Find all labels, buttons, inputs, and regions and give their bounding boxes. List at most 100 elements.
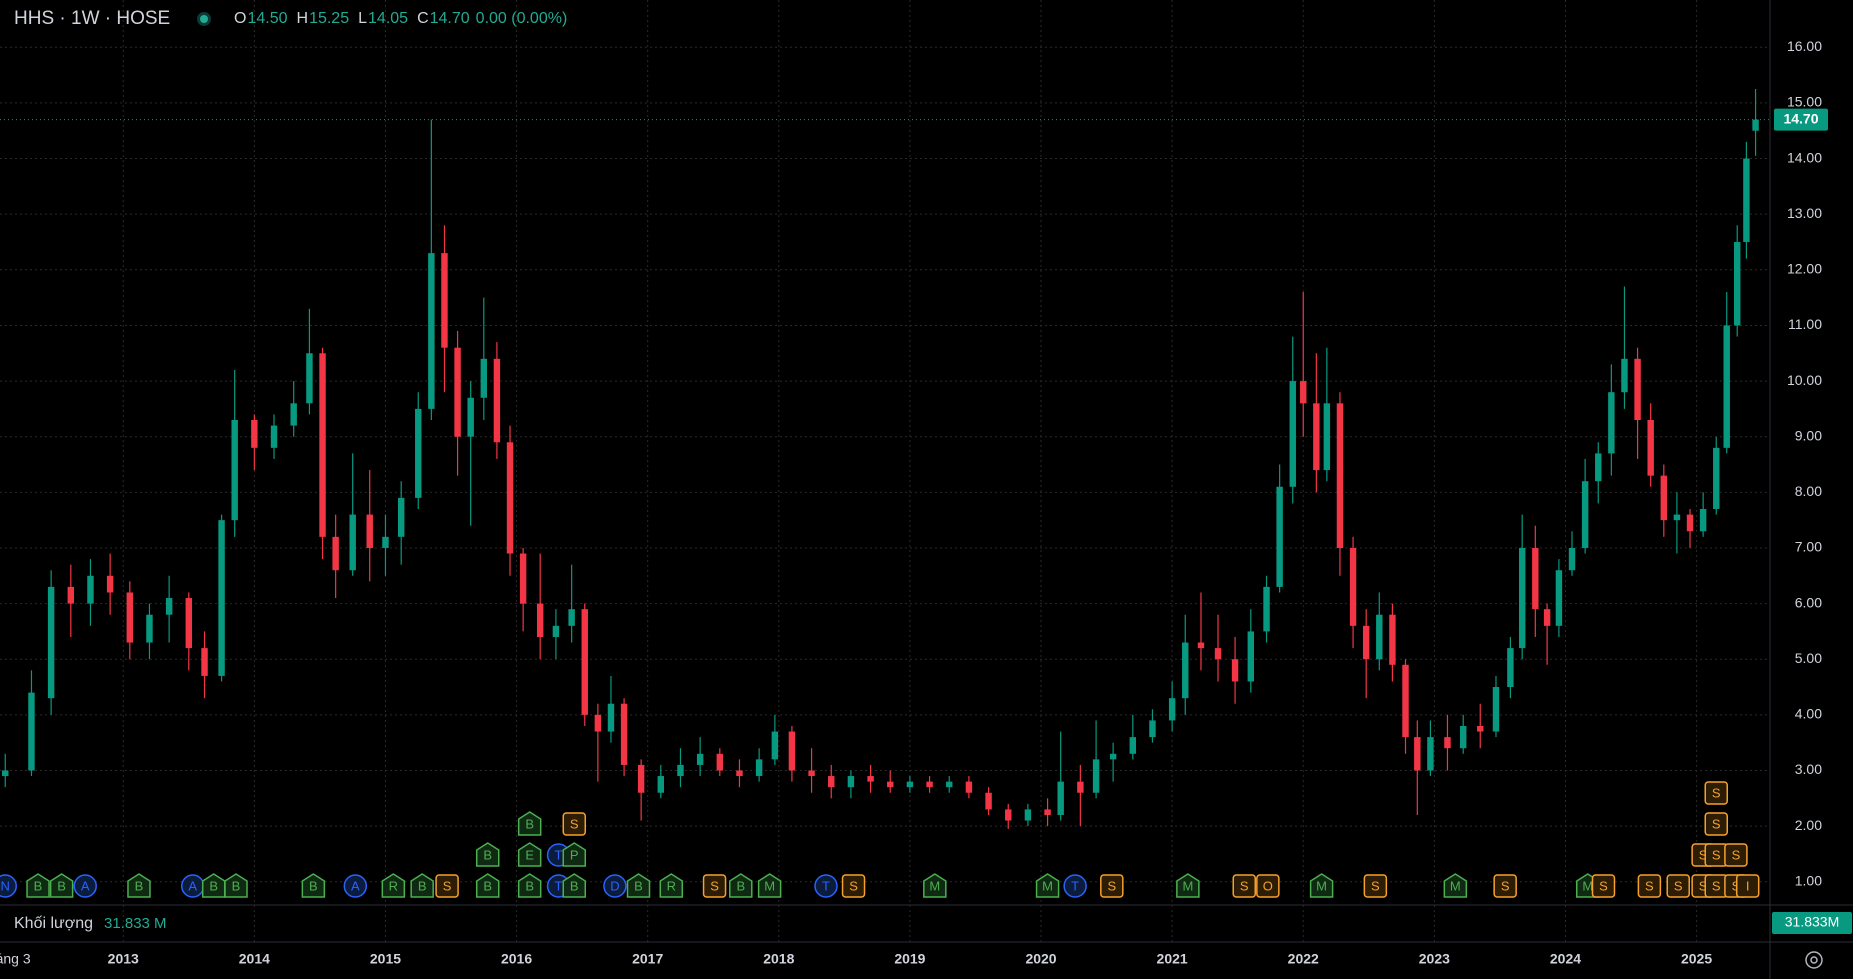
event-marker[interactable]: S: [1637, 874, 1662, 898]
event-marker[interactable]: S: [435, 874, 459, 898]
event-label: B: [418, 878, 427, 893]
event-marker[interactable]: B: [517, 873, 542, 898]
event-marker[interactable]: S: [1704, 812, 1728, 836]
event-marker[interactable]: M: [1443, 873, 1468, 898]
event-label: T: [822, 878, 830, 893]
event-marker[interactable]: M: [1176, 873, 1200, 898]
event-marker[interactable]: B: [729, 873, 753, 898]
candle-body: [349, 514, 356, 571]
candle-body: [1336, 403, 1344, 548]
event-marker[interactable]: S: [562, 812, 587, 836]
event-label: S: [1699, 847, 1708, 862]
event-marker[interactable]: S: [1666, 874, 1690, 898]
event-marker[interactable]: A: [180, 874, 205, 898]
candle-body: [1276, 486, 1283, 587]
event-label: S: [1699, 878, 1708, 893]
event-marker[interactable]: S: [1363, 874, 1388, 898]
event-marker[interactable]: B: [475, 842, 500, 867]
event-marker[interactable]: B: [49, 873, 74, 898]
event-label: S: [1674, 878, 1683, 893]
event-marker[interactable]: B: [410, 873, 434, 898]
event-marker[interactable]: B: [626, 873, 651, 898]
candle-body: [306, 353, 313, 404]
event-marker[interactable]: S: [841, 874, 866, 898]
candle-body: [1313, 403, 1320, 471]
event-marker[interactable]: B: [26, 873, 50, 898]
event-shape: [26, 873, 50, 898]
event-marker[interactable]: A: [343, 874, 368, 898]
candle-body: [480, 358, 488, 398]
candle-body: [47, 586, 55, 699]
event-marker[interactable]: S: [1232, 874, 1256, 898]
event-marker[interactable]: S: [1704, 874, 1728, 898]
event-marker[interactable]: M: [1035, 873, 1060, 898]
event-marker[interactable]: E: [517, 842, 542, 867]
ohlc-key: C: [417, 10, 429, 27]
event-marker[interactable]: B: [301, 873, 326, 898]
event-marker[interactable]: D: [603, 874, 627, 898]
event-marker[interactable]: S: [1493, 874, 1517, 898]
event-marker[interactable]: M: [757, 873, 782, 898]
candle-body: [906, 781, 914, 788]
event-shape: [1704, 812, 1728, 836]
event-marker[interactable]: S: [1591, 874, 1616, 898]
candle-body: [1109, 753, 1117, 760]
event-marker[interactable]: S: [1724, 843, 1748, 867]
event-label: B: [525, 816, 534, 831]
event-label: S: [1645, 878, 1654, 893]
event-shape: [1063, 874, 1087, 898]
event-marker[interactable]: B: [224, 873, 248, 898]
event-marker[interactable]: R: [381, 873, 406, 898]
candle-body: [1713, 447, 1720, 510]
candle-body: [1289, 381, 1296, 487]
event-marker[interactable]: I: [1735, 874, 1760, 898]
event-shape: [562, 812, 587, 836]
candle-body: [1214, 648, 1222, 660]
candle-body: [926, 781, 933, 788]
candle-body: [441, 253, 448, 348]
event-marker[interactable]: B: [127, 873, 151, 898]
event-label: O: [1263, 878, 1273, 893]
event-marker[interactable]: M: [923, 873, 947, 898]
event-marker[interactable]: S: [1100, 874, 1124, 898]
event-marker[interactable]: P: [562, 842, 587, 867]
candle-body: [165, 598, 173, 615]
event-shape: [410, 873, 434, 898]
candle-body: [1247, 631, 1255, 682]
x-tick-label: 2019: [894, 951, 925, 967]
x-tick-label: 2016: [501, 951, 532, 967]
symbol[interactable]: HHS · 1W · HOSE: [14, 8, 170, 29]
candle-body: [1532, 547, 1539, 610]
x-tick-label: 2023: [1419, 951, 1450, 967]
event-label: S: [1371, 878, 1380, 893]
event-shape: [923, 873, 947, 898]
event-shape: [49, 873, 74, 898]
event-marker[interactable]: A: [73, 874, 97, 898]
event-marker[interactable]: O: [1256, 874, 1280, 898]
x-tick-label: 2017: [632, 951, 663, 967]
event-marker[interactable]: S: [1704, 843, 1728, 867]
event-marker[interactable]: B: [517, 811, 542, 836]
candle-body: [415, 408, 422, 498]
event-marker[interactable]: R: [659, 873, 684, 898]
event-marker[interactable]: T: [814, 874, 838, 898]
event-label: S: [443, 878, 452, 893]
event-shape: [127, 873, 151, 898]
event-marker[interactable]: S: [702, 874, 727, 898]
event-marker[interactable]: B: [201, 873, 226, 898]
event-marker[interactable]: S: [1704, 781, 1728, 805]
settings-icon[interactable]: [1805, 951, 1823, 969]
candle-body: [67, 586, 75, 604]
event-shape: [1232, 874, 1256, 898]
event-marker[interactable]: M: [1309, 873, 1334, 898]
event-marker[interactable]: B: [475, 873, 500, 898]
event-marker[interactable]: N: [0, 874, 17, 898]
candle-body: [106, 575, 114, 593]
candle-body: [1044, 809, 1051, 815]
event-marker[interactable]: B: [562, 873, 587, 898]
candle-body: [637, 764, 645, 793]
event-marker[interactable]: T: [1063, 874, 1087, 898]
